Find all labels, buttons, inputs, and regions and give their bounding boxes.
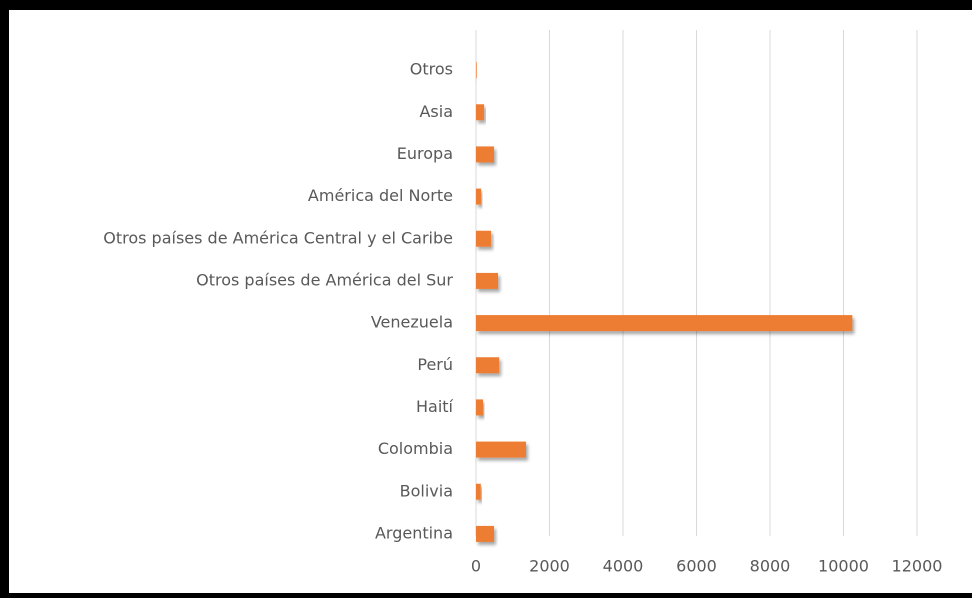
bar	[476, 230, 492, 247]
bar	[476, 525, 495, 542]
y-tick-label: Otros países de América Central y el Car…	[103, 228, 453, 247]
bar	[476, 399, 483, 416]
bar	[476, 104, 485, 121]
bar	[476, 146, 495, 163]
y-tick-label: Europa	[397, 144, 453, 163]
y-tick-label: Haití	[416, 397, 454, 416]
x-tick-label: 10000	[818, 557, 869, 576]
y-tick-label: Venezuela	[371, 313, 453, 332]
y-tick-label: Bolivia	[400, 481, 453, 500]
bar	[476, 441, 526, 458]
y-tick-label: Otros	[410, 60, 453, 79]
y-tick-label: Otros países de América del Sur	[196, 270, 453, 289]
y-tick-label: América del Norte	[308, 186, 453, 205]
bar	[476, 188, 482, 205]
bar	[476, 62, 477, 79]
bar	[476, 357, 500, 374]
x-tick-label: 8000	[750, 557, 791, 576]
x-tick-label: 2000	[529, 557, 570, 576]
x-tick-label: 12000	[892, 557, 943, 576]
y-tick-label: Colombia	[378, 439, 453, 458]
y-tick-label: Perú	[417, 355, 453, 374]
y-tick-label: Argentina	[375, 523, 453, 542]
bar	[476, 315, 853, 332]
x-tick-label: 4000	[603, 557, 644, 576]
y-tick-label: Asia	[419, 102, 453, 121]
plot-background	[9, 10, 972, 593]
bar	[476, 483, 481, 500]
x-tick-label: 0	[471, 557, 481, 576]
bar	[476, 272, 499, 289]
x-tick-label: 6000	[676, 557, 717, 576]
